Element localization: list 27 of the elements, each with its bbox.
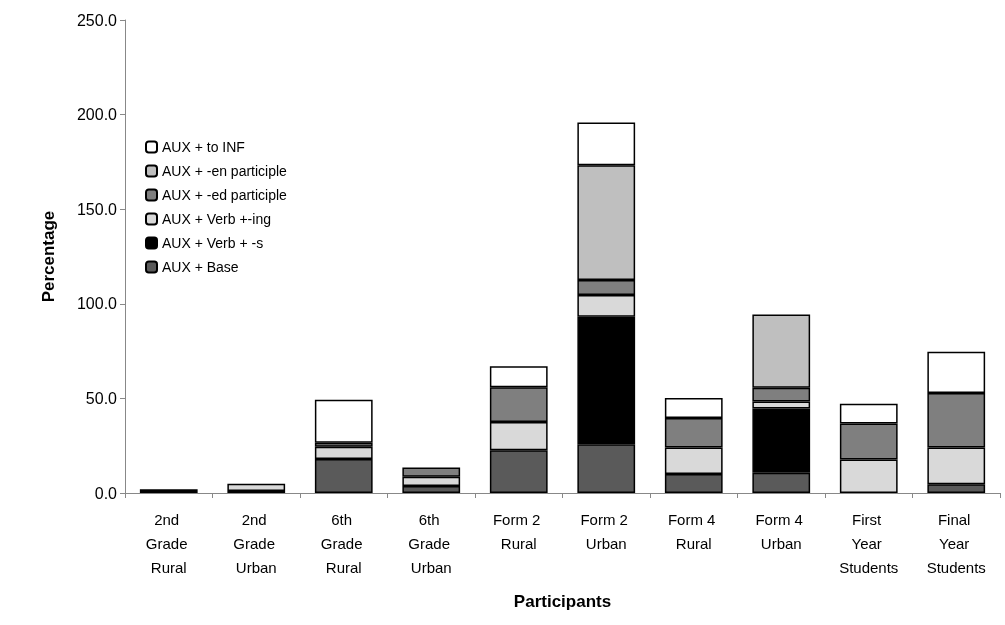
- x-tick-label: 6th Grade Rural: [320, 510, 367, 576]
- x-tick-label: Form 2 Rural: [492, 510, 545, 552]
- legend-label: AUX + -en participle: [162, 163, 288, 179]
- y-tick-label: 50.0: [85, 389, 118, 407]
- y-tick-label: 200.0: [76, 106, 118, 124]
- x-tick-label: 2nd Grade Urban: [233, 510, 280, 576]
- y-tick-label: 100.0: [76, 295, 118, 313]
- bar: [139, 489, 198, 493]
- x-tick-label: Final Year Students: [926, 510, 986, 576]
- y-axis-title: Percentage: [39, 210, 58, 303]
- x-tick-label: Form 2 Urban: [580, 510, 633, 552]
- x-tick-label: Form 4 Urban: [755, 510, 808, 552]
- legend-label: AUX + Base: [162, 259, 239, 275]
- legend-label: AUX + to INF: [162, 139, 245, 155]
- bar: [227, 483, 286, 492]
- x-tick-label: 6th Grade Urban: [408, 510, 455, 576]
- legend-label: AUX + Verb +-ing: [162, 211, 271, 227]
- bar: [314, 399, 373, 443]
- x-tick-label: First Year Students: [839, 510, 899, 576]
- y-tick-label: 0.0: [94, 484, 118, 502]
- x-axis-title: Participants: [513, 592, 612, 611]
- legend-label: AUX + Verb + -s: [162, 235, 264, 251]
- legend-label: AUX + -ed participle: [162, 187, 288, 203]
- x-tick-label: Form 4 Rural: [667, 510, 720, 552]
- x-tick-label: 2nd Grade Rural: [145, 510, 192, 576]
- y-tick-label: 150.0: [76, 200, 118, 218]
- y-tick-label: 250.0: [76, 11, 118, 29]
